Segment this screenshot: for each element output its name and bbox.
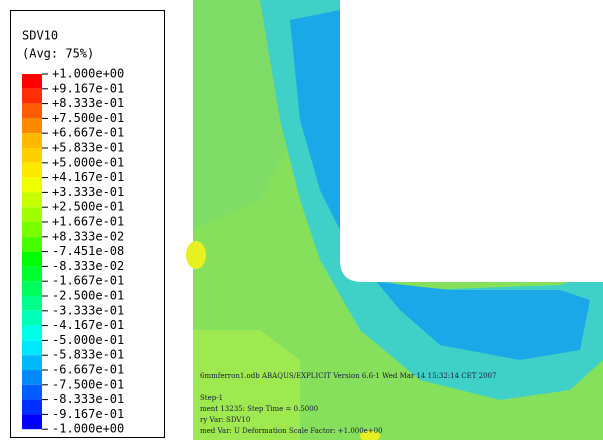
- legend-label: +9.167e-01: [52, 81, 124, 95]
- legend-label: +5.833e-01: [52, 141, 124, 155]
- legend-label: -5.833e-01: [52, 348, 124, 362]
- color-band: [22, 103, 42, 119]
- legend-average: (Avg: 75%): [22, 47, 94, 61]
- legend-label: -7.500e-01: [52, 377, 124, 391]
- hot-spot: [186, 241, 206, 269]
- color-band: [22, 222, 42, 237]
- legend-title: SDV10: [22, 29, 58, 43]
- color-band: [22, 384, 42, 400]
- hot-spot: [360, 430, 380, 440]
- footer-step: Step-1: [200, 394, 223, 402]
- color-band: [22, 399, 42, 415]
- contour-region: [193, 330, 300, 440]
- color-band: [22, 414, 42, 430]
- legend-label: +5.000e-01: [52, 155, 124, 169]
- legend-label: -8.333e-01: [52, 392, 124, 406]
- footer-primary: ry Var: SDV10: [200, 416, 250, 424]
- color-band: [22, 148, 42, 163]
- color-band: [22, 118, 42, 134]
- legend-label: +3.333e-01: [52, 185, 124, 199]
- legend-label: +4.167e-01: [52, 170, 124, 184]
- legend-label: -4.167e-01: [52, 318, 124, 332]
- legend-label: -7.451e-08: [52, 244, 124, 258]
- color-band: [22, 74, 42, 89]
- color-band: [22, 325, 42, 341]
- footer-deformed: med Var: U Deformation Scale Factor: +1.…: [200, 427, 383, 435]
- color-band: [22, 192, 42, 208]
- contour-plot: [186, 0, 603, 440]
- color-band: [22, 251, 42, 267]
- legend-label: -5.000e-01: [52, 333, 124, 347]
- color-band: [22, 296, 42, 311]
- legend-items: +1.000e+00+9.167e-01+8.333e-01+7.500e-01…: [22, 67, 124, 436]
- legend-label: -1.000e+00: [52, 422, 124, 436]
- legend-label: +1.000e+00: [52, 67, 124, 81]
- color-band: [22, 340, 42, 356]
- color-band: [22, 177, 42, 193]
- color-band: [22, 370, 42, 385]
- legend-label: -1.667e-01: [52, 274, 124, 288]
- legend-label: +2.500e-01: [52, 200, 124, 214]
- color-band: [22, 88, 42, 104]
- footer-info: 6mmferron1.odb ABAQUS/EXPLICIT Version 6…: [200, 372, 496, 380]
- footer-increment: ment 13235: Step Time = 0.5000: [200, 405, 318, 413]
- hole: [340, 0, 603, 282]
- legend-label: +8.333e-02: [52, 229, 124, 243]
- color-band: [22, 355, 42, 370]
- legend-label: +8.333e-01: [52, 96, 124, 110]
- color-band: [22, 207, 42, 222]
- legend-label: +7.500e-01: [52, 111, 124, 125]
- legend-label: -3.333e-01: [52, 303, 124, 317]
- legend-label: -8.333e-02: [52, 259, 124, 273]
- legend-label: +6.667e-01: [52, 126, 124, 140]
- color-band: [22, 133, 42, 148]
- color-band: [22, 266, 42, 282]
- color-band: [22, 310, 42, 326]
- legend-label: -2.500e-01: [52, 289, 124, 303]
- color-band: [22, 236, 42, 252]
- color-band: [22, 281, 42, 296]
- legend-label: +1.667e-01: [52, 215, 124, 229]
- color-band: [22, 162, 42, 178]
- legend-label: -6.667e-01: [52, 363, 124, 377]
- legend-label: -9.167e-01: [52, 407, 124, 421]
